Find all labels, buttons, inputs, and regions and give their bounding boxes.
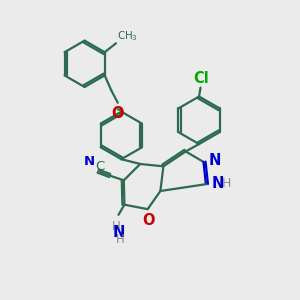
Text: H: H — [112, 220, 121, 233]
Text: N: N — [211, 176, 224, 191]
Text: N: N — [209, 153, 221, 168]
Text: N: N — [112, 226, 125, 241]
Text: Cl: Cl — [193, 71, 209, 86]
Text: H: H — [221, 177, 231, 190]
Text: C: C — [95, 160, 104, 173]
Text: O: O — [142, 213, 155, 228]
Text: CH$_3$: CH$_3$ — [118, 29, 138, 43]
Text: N: N — [84, 155, 95, 168]
Text: H: H — [116, 232, 125, 246]
Text: O: O — [112, 106, 124, 121]
